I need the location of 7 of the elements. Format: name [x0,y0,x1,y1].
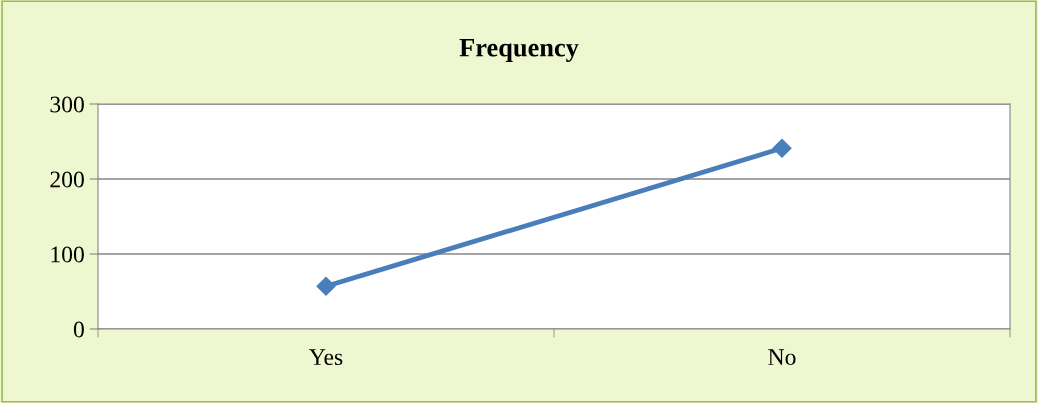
y-tick-label: 300 [50,96,84,113]
y-tick-label: 0 [73,321,84,338]
y-tick-label: 200 [50,171,84,188]
x-tick-label: No [768,349,796,366]
y-tick-label: 100 [51,246,84,263]
chart-title: Frequency [459,38,579,62]
x-tick-label: Yes [309,349,343,366]
